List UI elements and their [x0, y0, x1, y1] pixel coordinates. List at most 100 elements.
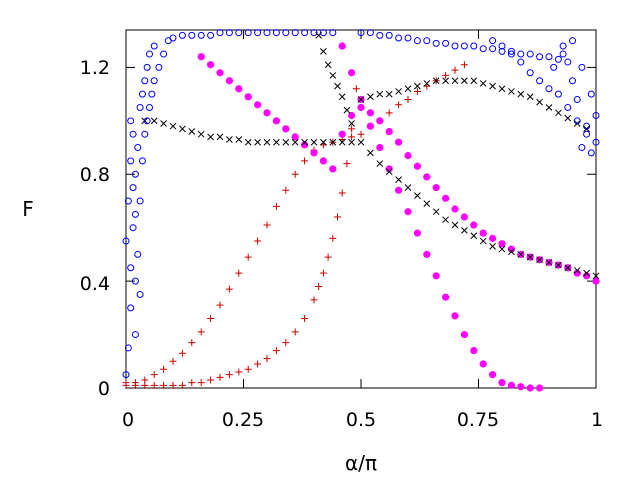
point-magenta-dots-lower-0 [338, 42, 346, 50]
point-blue-circles-top-band-37 [536, 53, 544, 61]
point-magenta-dots-lower-1 [348, 69, 356, 77]
point-black-x-upper-36 [479, 80, 487, 87]
point-blue-circles-top-band-33 [498, 47, 506, 55]
point-black-x-lower-14 [414, 192, 421, 199]
point-red-plus-lower-18 [291, 328, 299, 336]
point-blue-circles-top-band-0 [169, 34, 177, 42]
point-black-x-upper-3 [169, 122, 177, 130]
point-blue-circles-top-band-29 [460, 42, 468, 50]
point-magenta-dots-lower-8 [413, 229, 421, 237]
point-blue-circles-right-cluster-12 [573, 117, 581, 125]
point-red-plus-upper-11 [225, 285, 233, 293]
point-black-x-lower-6 [343, 106, 351, 114]
series-red-plus-lower [122, 85, 360, 389]
point-blue-circles-top-band-9 [254, 29, 262, 37]
point-black-x-upper-27 [395, 88, 402, 95]
point-black-x-lower-27 [536, 256, 543, 264]
point-red-plus-upper-15 [263, 221, 271, 229]
point-black-x-upper-18 [310, 138, 318, 146]
point-blue-circles-right-cluster-8 [554, 90, 562, 98]
point-blue-circles-left-column-11 [131, 331, 139, 339]
point-red-plus-lower-11 [225, 371, 233, 379]
point-black-x-upper-6 [197, 130, 205, 138]
series-magenta-dots-upper [197, 53, 600, 285]
point-magenta-dots-upper-1 [207, 61, 215, 69]
point-black-x-upper-42 [536, 98, 543, 106]
point-magenta-dots-lower-16 [489, 371, 497, 379]
point-blue-circles-top-band-18 [357, 29, 365, 37]
plot-frame [125, 29, 597, 389]
point-magenta-dots-lower-13 [460, 330, 468, 339]
point-red-plus-lower-9 [207, 376, 215, 384]
point-red-plus-upper-16 [272, 202, 280, 210]
point-blue-circles-left-column-22 [141, 130, 149, 138]
point-blue-circles-right-cluster-18 [587, 149, 595, 157]
point-black-x-upper-40 [517, 90, 525, 98]
point-blue-circles-left-column-4 [127, 304, 135, 312]
point-blue-circles-right-cluster-23 [564, 58, 572, 66]
point-blue-circles-right-cluster-13 [578, 63, 586, 71]
point-magenta-dots-upper-23 [413, 162, 421, 170]
point-blue-circles-right-cluster-1 [498, 42, 506, 50]
point-blue-circles-right-cluster-19 [583, 122, 591, 130]
y-tick-label-0: 0 [98, 378, 110, 400]
point-red-plus-lower-13 [244, 365, 252, 373]
point-black-x-upper-26 [385, 90, 393, 98]
point-blue-circles-right-cluster-16 [592, 138, 600, 146]
point-blue-circles-left-column-0 [122, 371, 130, 379]
point-red-plus-upper-35 [451, 66, 459, 74]
point-black-x-lower-5 [338, 93, 346, 101]
point-blue-circles-left-column-7 [127, 117, 135, 125]
point-red-plus-upper-25 [357, 130, 365, 138]
point-blue-circles-right-cluster-17 [592, 111, 600, 119]
point-black-x-lower-10 [376, 160, 384, 167]
point-blue-circles-top-band-8 [244, 29, 252, 37]
point-red-plus-upper-6 [178, 349, 186, 357]
point-magenta-dots-upper-30 [479, 229, 487, 237]
y-tick-label-3: 1.2 [80, 57, 110, 79]
point-red-plus-lower-24 [329, 234, 337, 242]
point-black-x-upper-15 [282, 138, 290, 146]
point-blue-circles-right-cluster-6 [545, 85, 553, 93]
point-black-x-lower-19 [461, 227, 468, 234]
point-blue-circles-top-band-11 [272, 29, 280, 37]
point-black-x-lower-3 [329, 72, 337, 79]
point-magenta-dots-upper-41 [583, 272, 591, 280]
series-black-x-upper [141, 77, 590, 146]
point-black-x-lower-4 [334, 82, 341, 90]
point-blue-circles-top-band-17 [329, 29, 337, 37]
point-blue-circles-top-band-36 [526, 50, 534, 58]
point-black-x-upper-13 [263, 138, 271, 146]
point-black-x-lower-22 [489, 243, 496, 250]
point-black-x-upper-38 [498, 85, 506, 93]
point-magenta-dots-upper-11 [301, 141, 309, 149]
point-magenta-dots-upper-33 [507, 245, 515, 253]
point-black-x-upper-10 [235, 136, 243, 143]
point-red-plus-lower-21 [315, 282, 323, 290]
point-blue-circles-left-column-14 [131, 170, 139, 178]
point-red-plus-upper-10 [216, 301, 224, 309]
point-blue-circles-right-cluster-5 [536, 77, 544, 85]
point-magenta-dots-upper-12 [310, 149, 318, 157]
point-red-plus-lower-6 [178, 381, 186, 389]
point-blue-circles-left-column-15 [134, 250, 142, 258]
point-red-plus-lower-14 [254, 360, 262, 368]
point-black-x-lower-8 [357, 138, 365, 146]
point-black-x-lower-18 [451, 221, 459, 229]
point-blue-circles-left-column-27 [146, 50, 153, 58]
point-magenta-dots-upper-14 [329, 165, 337, 173]
point-magenta-dots-upper-32 [498, 240, 506, 248]
series-black-x-lower [315, 31, 600, 280]
point-red-plus-lower-7 [188, 379, 196, 387]
point-black-x-lower-25 [517, 251, 525, 258]
x-tick-label-4: 1 [591, 409, 603, 431]
point-magenta-dots-upper-19 [376, 117, 384, 125]
point-magenta-dots-upper-18 [366, 109, 374, 117]
series-magenta-dots-lower [338, 42, 544, 392]
point-black-x-upper-41 [526, 93, 534, 101]
point-blue-circles-left-column-6 [127, 157, 135, 165]
point-black-x-upper-5 [188, 128, 196, 135]
point-magenta-dots-upper-5 [244, 93, 252, 101]
point-blue-circles-left-column-26 [146, 103, 153, 111]
point-blue-circles-left-column-13 [131, 210, 139, 218]
